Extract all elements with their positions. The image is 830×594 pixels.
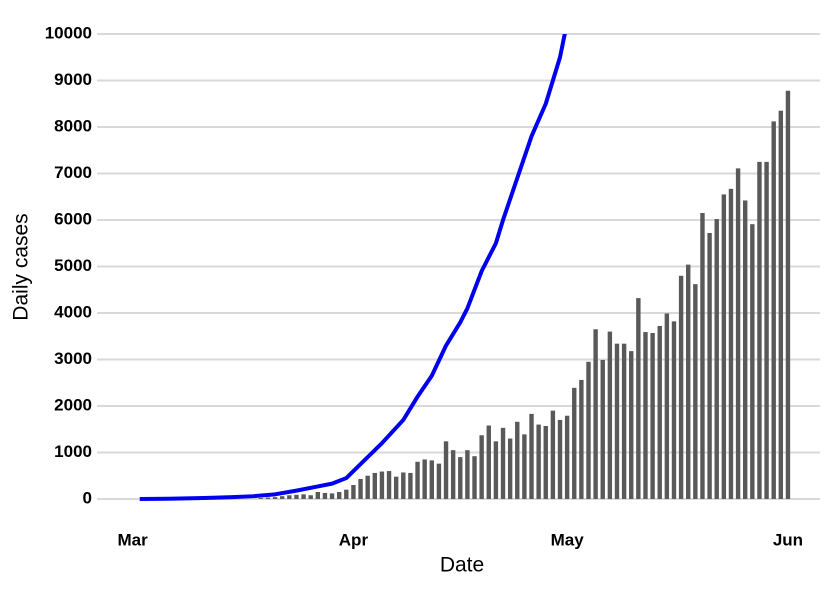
y-axis-title: Daily cases [10, 213, 33, 320]
bar [379, 471, 385, 499]
bar [401, 472, 406, 499]
bar [500, 427, 506, 499]
bar [493, 441, 499, 499]
bar [750, 224, 755, 499]
bar [465, 450, 470, 499]
y-tick-label: 6000 [54, 209, 92, 228]
bar [436, 463, 442, 499]
bar [543, 425, 548, 499]
bar [351, 485, 356, 499]
bar [372, 472, 378, 499]
bar [294, 494, 299, 499]
bar [472, 456, 477, 499]
x-axis-title: Date [440, 554, 484, 577]
bar [707, 233, 712, 499]
bar [693, 284, 698, 499]
bar [315, 492, 321, 499]
bar [344, 489, 349, 499]
bar [536, 424, 541, 499]
x-tick-label: May [551, 530, 585, 549]
bar [757, 161, 762, 499]
bar [479, 435, 484, 499]
x-tick-label: Jun [773, 530, 803, 549]
bar [721, 194, 727, 499]
bar [408, 472, 413, 499]
bar [607, 331, 613, 499]
bar [458, 457, 463, 499]
bar [443, 441, 449, 499]
x-tick-label: Apr [339, 530, 369, 549]
bar [522, 434, 527, 499]
bar [322, 492, 328, 499]
bar [422, 459, 427, 499]
y-tick-label: 4000 [54, 302, 92, 321]
bar [358, 478, 363, 499]
y-tick-label: 10000 [45, 23, 92, 42]
bar [280, 496, 285, 499]
bar [593, 329, 598, 499]
bar [329, 493, 335, 499]
bar [429, 460, 434, 499]
bar [586, 361, 591, 499]
bar [287, 495, 292, 499]
bar [764, 161, 769, 499]
x-tick-label: Mar [117, 530, 148, 549]
bar [678, 275, 684, 499]
bar [386, 471, 392, 499]
bar [785, 90, 791, 499]
bar [621, 343, 627, 499]
bar [515, 421, 520, 499]
bar [550, 410, 556, 499]
bar [265, 497, 271, 499]
bar [557, 419, 563, 499]
bar [507, 438, 513, 499]
bar [657, 326, 662, 499]
bar [778, 110, 784, 499]
bar [700, 213, 705, 499]
bar [686, 264, 691, 499]
bar [365, 475, 370, 499]
bar [771, 121, 776, 499]
y-tick-label: 8000 [54, 116, 92, 135]
bar [614, 343, 620, 499]
bar [529, 413, 534, 499]
bar [650, 332, 655, 499]
bar [308, 495, 313, 499]
bar [600, 359, 605, 499]
bar [671, 321, 677, 499]
bar [415, 461, 420, 499]
bar [486, 425, 491, 499]
bar [301, 494, 306, 499]
bar [450, 450, 456, 499]
bar [393, 476, 399, 499]
bar [272, 497, 278, 499]
bar [572, 387, 577, 499]
y-tick-label: 5000 [54, 256, 92, 275]
bar [664, 313, 670, 499]
bar [564, 415, 570, 499]
bar [336, 492, 342, 499]
y-tick-label: 1000 [54, 442, 92, 461]
bar [714, 219, 719, 499]
y-tick-label: 2000 [54, 395, 92, 414]
bar [258, 498, 264, 499]
y-tick-label: 3000 [54, 349, 92, 368]
bar [728, 188, 734, 499]
y-tick-label: 7000 [54, 163, 92, 182]
line [139, 34, 567, 501]
bar [643, 332, 648, 499]
bar [735, 168, 741, 499]
bar [579, 379, 584, 499]
bar [743, 200, 748, 499]
y-tick-label: 0 [83, 488, 92, 507]
bar [636, 298, 641, 499]
bar [629, 351, 634, 499]
y-tick-label: 9000 [54, 70, 92, 89]
